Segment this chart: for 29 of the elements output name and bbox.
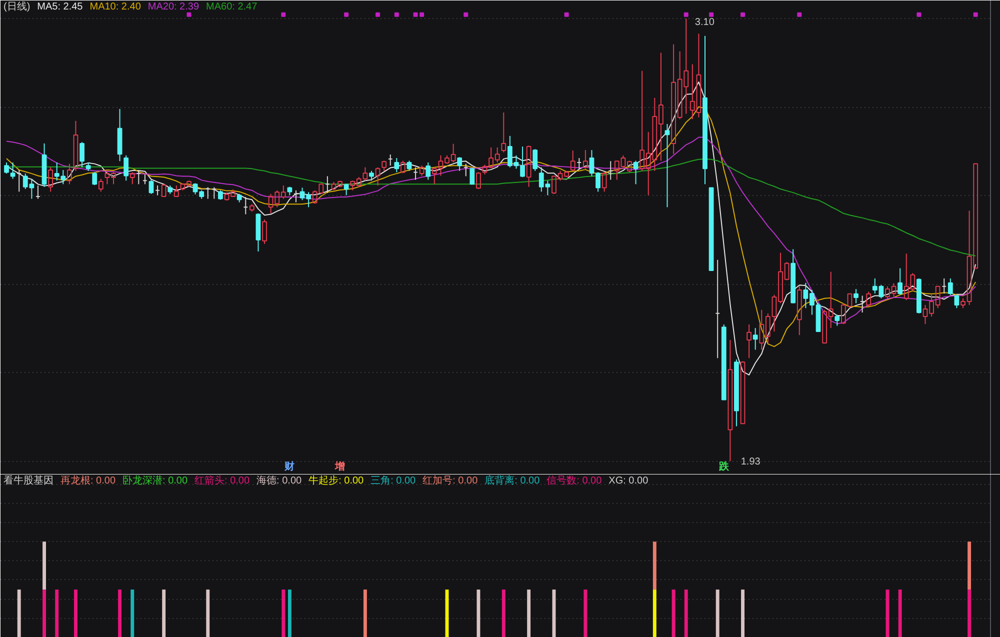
text: 红箭头: 0.00 xyxy=(194,474,250,486)
candlestick xyxy=(702,35,708,185)
candlestick xyxy=(752,328,758,350)
candlestick xyxy=(746,324,752,359)
text: MA60: 2.47 xyxy=(206,2,258,12)
text: 三角: 0.00 xyxy=(370,474,416,486)
chart-title: (日线) xyxy=(4,0,30,12)
text: 海德: 0.00 xyxy=(256,474,302,486)
candlestick xyxy=(117,108,122,162)
text: 增 xyxy=(334,460,346,472)
text: 牛起步: 0.00 xyxy=(308,474,364,486)
text: MA20: 2.39 xyxy=(148,2,200,12)
candlestick xyxy=(73,120,78,172)
candlestick xyxy=(42,142,47,188)
legend-label: 卧龙深潜: 0.00 xyxy=(122,474,188,486)
candlestick xyxy=(728,339,733,462)
text: MA10: 2.40 xyxy=(90,2,142,12)
annotation: 3.10 xyxy=(694,17,715,28)
chart-title: 看牛股基因 xyxy=(4,474,54,486)
text: 红加号: 0.00 xyxy=(422,474,478,486)
legend-label: XG: 0.00 xyxy=(608,476,649,486)
legend-label: 再龙根: 0.00 xyxy=(60,474,116,486)
legend-label: 底背离: 0.00 xyxy=(484,474,540,486)
text: MA5: 2.45 xyxy=(37,2,84,12)
text: 财 xyxy=(284,460,295,472)
legend-label: 信号数: 0.00 xyxy=(546,474,602,486)
candlestick xyxy=(10,162,16,180)
annotation: 1.93 xyxy=(740,456,761,468)
text: 跌 xyxy=(718,460,730,472)
